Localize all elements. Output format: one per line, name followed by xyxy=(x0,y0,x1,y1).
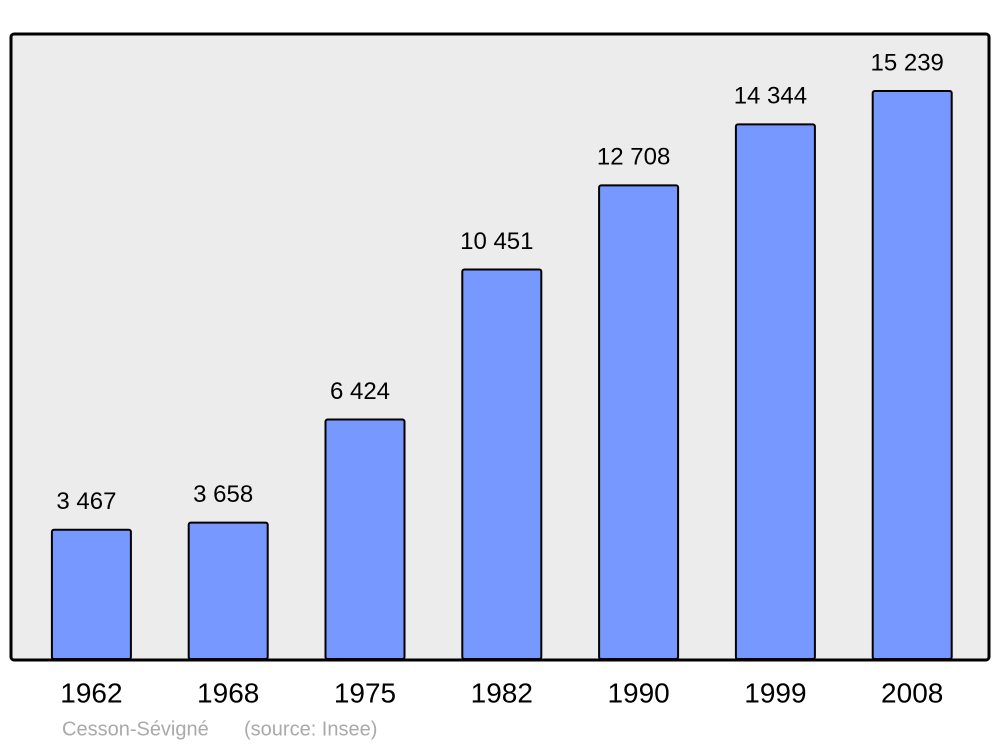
bar xyxy=(871,90,953,660)
bar xyxy=(461,268,543,660)
x-tick-label: 1962 xyxy=(60,677,122,708)
value-label: 10 451 xyxy=(460,228,533,255)
footer-source: (source: Insee) xyxy=(244,718,377,740)
value-label: 3 658 xyxy=(193,481,253,508)
bar xyxy=(598,184,680,660)
x-tick-label: 1968 xyxy=(197,677,259,708)
x-tick-label: 1975 xyxy=(334,677,396,708)
x-tick-label: 1999 xyxy=(744,677,806,708)
value-label: 14 344 xyxy=(734,83,807,110)
bar xyxy=(324,418,406,661)
bar xyxy=(734,123,816,661)
value-label: 15 239 xyxy=(870,49,943,76)
x-tick-label: 1990 xyxy=(607,677,669,708)
value-label: 12 708 xyxy=(597,144,670,171)
value-label: 6 424 xyxy=(330,378,390,405)
bar xyxy=(187,521,269,660)
x-tick-label: 2008 xyxy=(881,677,943,708)
bar xyxy=(50,528,132,661)
x-tick-label: 1982 xyxy=(471,677,533,708)
value-label: 3 467 xyxy=(56,488,116,515)
footer-place: Cesson-Sévigné xyxy=(62,718,209,740)
